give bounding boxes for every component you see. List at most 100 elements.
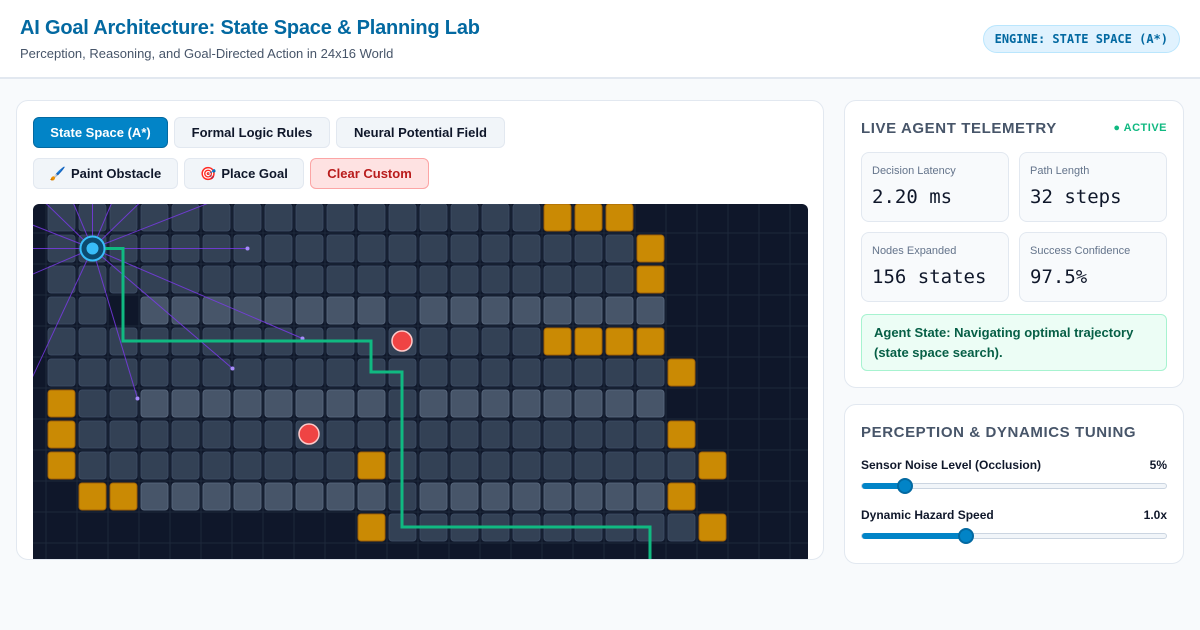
- explored-cell: [419, 234, 448, 263]
- explored-cell: [481, 327, 510, 356]
- frontier-cell: [326, 296, 355, 325]
- frontier-cell: [171, 389, 200, 418]
- explored-cell: [667, 513, 696, 542]
- hazard-speed-slider[interactable]: [861, 528, 1167, 544]
- frontier-cell: [171, 482, 200, 511]
- mode-state-space-button[interactable]: State Space (A*): [33, 117, 168, 148]
- explored-cell: [667, 451, 696, 480]
- explored-cell: [419, 358, 448, 387]
- frontier-cell: [512, 482, 541, 511]
- explored-cell: [233, 204, 262, 232]
- explored-cell: [543, 234, 572, 263]
- explored-cell: [419, 451, 448, 480]
- explored-cell: [47, 265, 76, 294]
- frontier-cell: [574, 482, 603, 511]
- explored-cell: [543, 265, 572, 294]
- obstacle-cell: [109, 482, 138, 511]
- explored-cell: [450, 420, 479, 449]
- metric-value: 156 states: [872, 266, 987, 288]
- frontier-cell: [233, 296, 262, 325]
- page-subtitle: Perception, Reasoning, and Goal-Directed…: [20, 46, 394, 61]
- explored-cell: [326, 204, 355, 232]
- obstacle-cell: [47, 451, 76, 480]
- app-header: AI Goal Architecture: State Space & Plan…: [0, 0, 1200, 79]
- explored-cell: [47, 327, 76, 356]
- place-goal-label: Place Goal: [221, 166, 288, 181]
- explored-cell: [202, 451, 231, 480]
- sensor-noise-slider[interactable]: [861, 478, 1167, 494]
- explored-cell: [171, 420, 200, 449]
- explored-cell: [109, 358, 138, 387]
- active-status-badge: ● ACTIVE: [1113, 122, 1167, 134]
- obstacle-cell: [357, 451, 386, 480]
- tuning-panel: PERCEPTION & DYNAMICS TUNING Sensor Nois…: [844, 404, 1184, 564]
- explored-cell: [636, 420, 665, 449]
- world-grid-canvas[interactable]: [33, 204, 808, 560]
- explored-cell: [295, 358, 324, 387]
- explored-cell: [605, 451, 634, 480]
- explored-cell: [450, 265, 479, 294]
- explored-cell: [543, 451, 572, 480]
- obstacle-cell: [543, 204, 572, 232]
- agent-state-message: Agent State: Navigating optimal trajecto…: [861, 314, 1167, 371]
- frontier-cell: [419, 296, 448, 325]
- sensor-ray-tip: [230, 366, 235, 371]
- obstacle-cell: [574, 327, 603, 356]
- explored-cell: [171, 358, 200, 387]
- explored-cell: [605, 358, 634, 387]
- explored-cell: [78, 358, 107, 387]
- frontier-cell: [295, 296, 324, 325]
- frontier-cell: [295, 389, 324, 418]
- explored-cell: [357, 234, 386, 263]
- explored-cell: [171, 265, 200, 294]
- sensor-ray-tip: [135, 396, 140, 401]
- frontier-cell: [140, 296, 169, 325]
- explored-cell: [326, 420, 355, 449]
- sensor-ray: [92, 204, 112, 249]
- explored-cell: [233, 451, 262, 480]
- frontier-cell: [140, 482, 169, 511]
- slider-fill: [862, 483, 905, 489]
- mode-formal-logic-button[interactable]: Formal Logic Rules: [174, 117, 330, 148]
- explored-cell: [109, 204, 138, 232]
- metric-label: Success Confidence: [1030, 245, 1131, 257]
- explored-cell: [264, 451, 293, 480]
- obstacle-cell: [636, 327, 665, 356]
- explored-cell: [295, 265, 324, 294]
- frontier-cell: [450, 389, 479, 418]
- frontier-cell: [357, 296, 386, 325]
- mode-neural-field-button[interactable]: Neural Potential Field: [336, 117, 505, 148]
- slider-thumb[interactable]: [958, 528, 975, 544]
- explored-cell: [47, 296, 76, 325]
- telemetry-panel: LIVE AGENT TELEMETRY ● ACTIVE Decision L…: [844, 100, 1184, 388]
- sensor-ray: [92, 204, 140, 249]
- obstacle-cell: [605, 327, 634, 356]
- explored-cell: [419, 327, 448, 356]
- sensor-ray-tip: [245, 246, 250, 251]
- frontier-cell: [636, 482, 665, 511]
- slider-thumb[interactable]: [896, 478, 913, 494]
- clear-custom-button[interactable]: Clear Custom: [310, 158, 429, 189]
- explored-cell: [47, 204, 76, 232]
- obstacle-cell: [47, 389, 76, 418]
- place-goal-button[interactable]: 🎯 Place Goal: [184, 158, 304, 189]
- explored-cell: [419, 265, 448, 294]
- explored-cell: [388, 204, 417, 232]
- obstacle-cell: [667, 358, 696, 387]
- metric-success-confidence: Success Confidence 97.5%: [1019, 232, 1167, 302]
- frontier-cell: [605, 296, 634, 325]
- explored-cell: [481, 204, 510, 232]
- explored-cell: [295, 451, 324, 480]
- obstacle-cell: [667, 482, 696, 511]
- paint-obstacle-button[interactable]: 🖌️ Paint Obstacle: [33, 158, 178, 189]
- explored-cell: [171, 451, 200, 480]
- world-grid[interactable]: [33, 204, 808, 560]
- explored-cell: [326, 234, 355, 263]
- obstacle-cell: [574, 204, 603, 232]
- explored-cell: [109, 420, 138, 449]
- explored-cell: [605, 420, 634, 449]
- frontier-cell: [202, 296, 231, 325]
- sensor-ray: [92, 248, 303, 339]
- explored-cell: [543, 420, 572, 449]
- frontier-cell: [574, 389, 603, 418]
